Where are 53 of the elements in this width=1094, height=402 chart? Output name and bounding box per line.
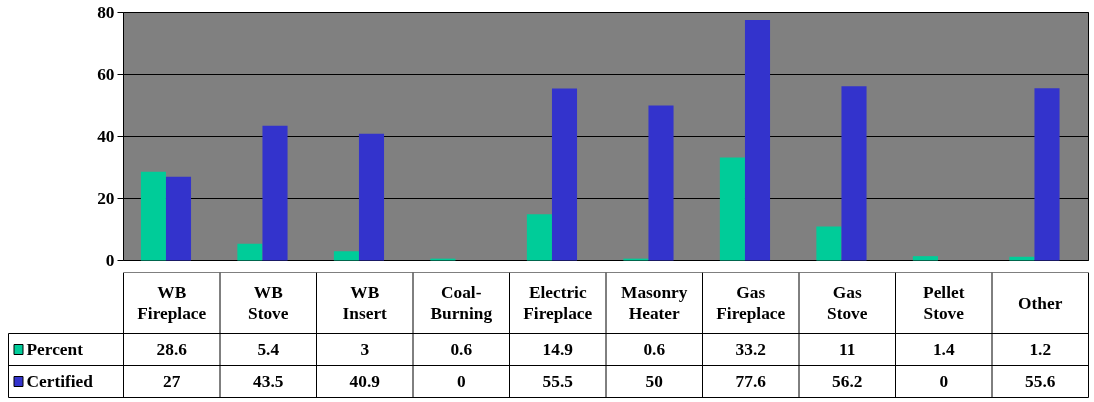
bar	[1009, 256, 1035, 261]
data-label: 0.6	[450, 340, 473, 359]
x-tick-label: Gas Stove	[827, 282, 868, 324]
bar	[719, 157, 745, 261]
bar	[140, 171, 166, 261]
data-label: 55.6	[1025, 372, 1056, 391]
x-tick-label: WB Stove	[248, 282, 289, 324]
x-tick-label: Electric Fireplace	[523, 282, 593, 324]
x-tick-label: WB Insert	[342, 282, 388, 324]
data-label: 56.2	[832, 372, 863, 391]
x-tick-label: WB Fireplace	[137, 282, 207, 324]
data-label: 50	[645, 372, 663, 391]
data-label: 0.6	[643, 340, 666, 359]
bar	[358, 133, 385, 261]
bar	[526, 214, 552, 261]
data-label: 27	[163, 372, 181, 391]
x-tick-label: Other	[1018, 293, 1063, 313]
y-tick-label: 20	[97, 189, 115, 208]
data-label: 5.4	[257, 340, 280, 359]
y-tick-label: 60	[97, 65, 115, 84]
bar	[648, 105, 674, 261]
data-label: 55.5	[542, 372, 574, 391]
data-label: 33.2	[735, 340, 766, 359]
bar	[551, 88, 578, 261]
data-label: 77.6	[735, 372, 767, 391]
data-label: 43.5	[253, 372, 284, 391]
bar	[333, 251, 359, 261]
data-label: 1.4	[932, 340, 955, 359]
legend-label: Percent	[26, 340, 84, 359]
bar	[841, 86, 867, 261]
y-tick-label: 80	[97, 3, 115, 22]
data-label: 3	[360, 340, 370, 359]
bar	[237, 243, 263, 261]
y-tick-label: 40	[97, 127, 115, 146]
data-label: 1.2	[1029, 340, 1052, 359]
data-label: 14.9	[542, 340, 574, 359]
data-label: 0	[456, 372, 466, 391]
bar	[816, 226, 842, 261]
bar	[1034, 88, 1060, 261]
x-tick-label: Pellet Stove	[923, 282, 965, 324]
data-label: 40.9	[349, 372, 381, 391]
data-label: 11	[839, 340, 856, 359]
bar	[912, 256, 938, 261]
x-tick-label: Masonry Heater	[621, 282, 688, 324]
bar	[744, 19, 771, 261]
data-label: 28.6	[156, 340, 188, 359]
x-tick-label: Coal-Burning	[430, 282, 493, 324]
x-tick-label: Gas Fireplace	[716, 282, 786, 324]
y-tick-label: 0	[105, 251, 115, 270]
legend-label: Certified	[26, 372, 94, 391]
bar	[165, 176, 192, 261]
data-label: 0	[939, 372, 949, 391]
bar	[262, 125, 288, 261]
